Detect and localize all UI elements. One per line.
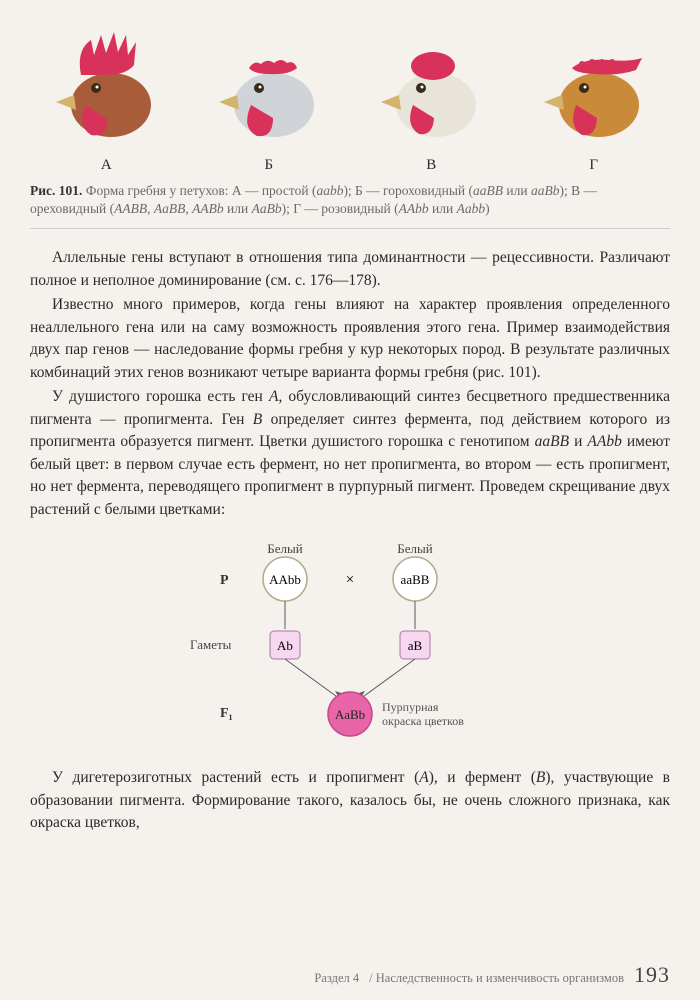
diag-label-white-right: Белый [397, 541, 432, 556]
paragraph-1: Аллельные гены вступают в отношения типа… [30, 247, 670, 292]
rooster-v-illustration [361, 20, 501, 150]
rooster-v-label: В [355, 157, 508, 174]
rooster-b-label: Б [193, 157, 346, 174]
paragraph-4: У дигетерозиготных растений есть и пропи… [30, 767, 670, 834]
footer-title: / Наследственность и изменчивость органи… [369, 971, 624, 986]
rooster-b: Б [193, 20, 346, 174]
body-text: Аллельные гены вступают в отношения типа… [30, 247, 670, 521]
paragraph-3: У душистого горошка есть ген A, обусловл… [30, 386, 670, 521]
diag-gam-left: Ab [277, 638, 293, 653]
body-text-2: У дигетерозиготных растений есть и пропи… [30, 767, 670, 834]
page-footer: Раздел 4 / Наследственность и изменчивос… [314, 962, 670, 988]
diag-p-right: aaBB [401, 572, 430, 587]
diag-F1: F₁ [220, 706, 233, 721]
diag-gametes-label: Гаметы [190, 637, 232, 652]
rooster-a: А [30, 20, 183, 174]
figure-101: А Б В [30, 20, 670, 174]
rooster-a-label: А [30, 157, 183, 174]
diag-f1-val: AaBb [335, 707, 365, 722]
footer-section: Раздел 4 [314, 971, 359, 986]
rooster-b-illustration [199, 20, 339, 150]
paragraph-2: Известно много примеров, когда гены влия… [30, 294, 670, 384]
diag-P: P [220, 573, 229, 588]
rooster-g-illustration [524, 20, 664, 150]
diag-label-white-left: Белый [267, 541, 302, 556]
diag-cross: × [346, 572, 354, 588]
figure-caption: Рис. 101. Форма гребня у петухов: А — пр… [30, 182, 670, 229]
rooster-g-label: Г [518, 157, 671, 174]
rooster-v: В [355, 20, 508, 174]
page-number: 193 [634, 962, 670, 988]
diag-gam-right: aB [408, 638, 423, 653]
diag-f1-note1: Пурпурная [382, 700, 439, 714]
rooster-g: Г [518, 20, 671, 174]
diag-p-left: AAbb [269, 572, 301, 587]
diag-f1-note2: окраска цветков [382, 714, 464, 728]
crossing-diagram: Белый Белый P AAbb × aaBB Гаметы Ab aB F… [170, 539, 530, 753]
rooster-a-illustration [36, 20, 176, 150]
